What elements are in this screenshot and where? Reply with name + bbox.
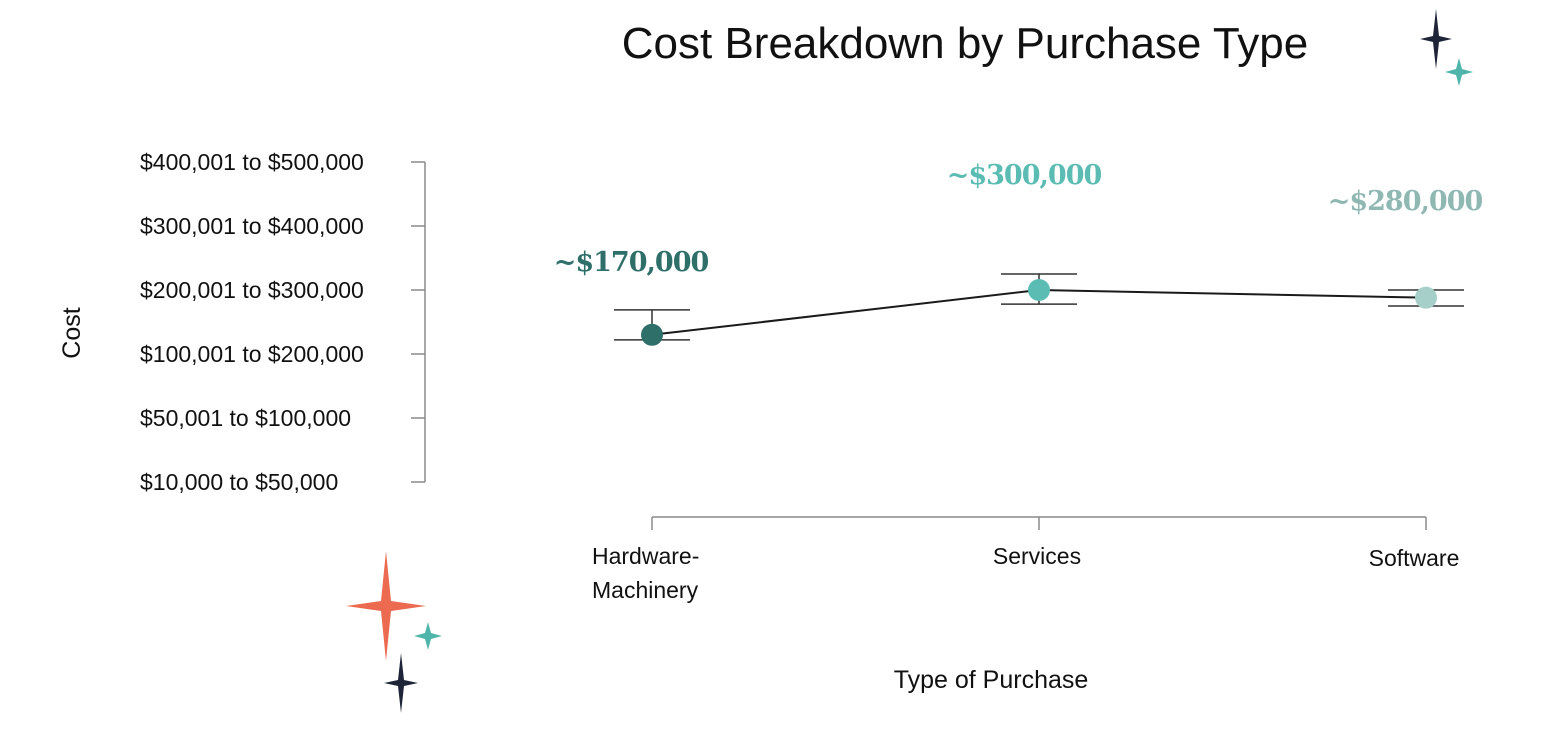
x-tick-label: Machinery [592, 577, 699, 603]
x-tick-label: Services [993, 543, 1081, 569]
sparkle-icon [1445, 58, 1473, 86]
y-tick-label: $50,001 to $100,000 [140, 405, 351, 431]
data-point [1415, 286, 1437, 309]
y-tick-label: $300,001 to $400,000 [140, 213, 364, 239]
x-axis-ticks: Hardware- Machinery Services Software [592, 517, 1459, 603]
data-label: ~$170,000 [554, 247, 709, 278]
plot-area: ~$170,000 ~$300,000 ~$280,000 [554, 160, 1483, 346]
x-tick-label: Software [1369, 545, 1460, 571]
y-axis-title: Cost [58, 307, 86, 358]
sparkle-icon [1420, 9, 1452, 69]
sparkle-icon [414, 622, 442, 650]
data-label: ~$300,000 [947, 160, 1102, 191]
chart-title: Cost Breakdown by Purchase Type [622, 19, 1308, 68]
x-axis-title: Type of Purchase [894, 666, 1089, 694]
data-point [641, 323, 663, 346]
y-tick-label: $100,001 to $200,000 [140, 341, 364, 367]
x-tick-label: Hardware- [592, 543, 699, 569]
sparkle-icon [384, 653, 418, 713]
sparkle-icon [346, 551, 426, 661]
data-point [1028, 279, 1050, 301]
y-tick-label: $400,001 to $500,000 [140, 149, 364, 175]
y-tick-label: $200,001 to $300,000 [140, 277, 364, 303]
data-label: ~$280,000 [1328, 186, 1483, 217]
y-tick-label: $10,000 to $50,000 [140, 469, 338, 495]
y-axis-ticks: $10,000 to $50,000 $50,001 to $100,000 $10… [140, 149, 425, 495]
decorations [346, 9, 1473, 713]
